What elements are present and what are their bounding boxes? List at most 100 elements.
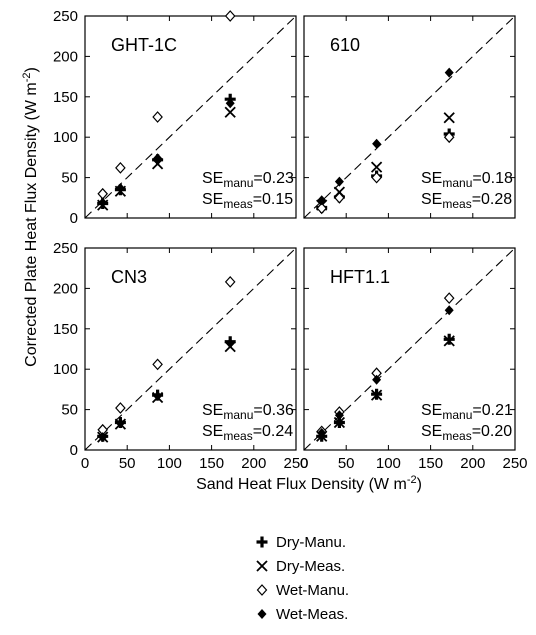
se-annotation: SEmeas=0.24: [202, 423, 293, 443]
filled-diamond-point: [334, 176, 344, 187]
legend-label: Dry-Meas.: [276, 557, 346, 575]
filled-diamond-marker-icon: [257, 609, 267, 619]
x-tick-label: 0: [81, 455, 89, 472]
cross-point: [370, 389, 383, 401]
se-annotation: SEmeas=0.20: [421, 423, 512, 443]
y-tick-label: 150: [53, 321, 78, 338]
plus-point: [443, 333, 455, 345]
x-axis-label-main: Sand Heat Flux Density (W m: [196, 476, 407, 493]
x-tick-label: 150: [418, 455, 443, 472]
plus-marker-icon: [256, 536, 268, 548]
open-diamond-point: [115, 162, 126, 174]
open-diamond-point: [443, 131, 455, 144]
se-subscript: manu: [223, 176, 253, 190]
filled-diamond-point: [444, 305, 454, 316]
se-prefix: SE: [421, 423, 442, 440]
open-diamond-marker-icon: [256, 584, 268, 596]
open-diamond-point: [371, 171, 382, 184]
se-value: =0.28: [472, 191, 513, 208]
open-diamond-point: [443, 292, 455, 304]
se-value: =0.24: [253, 423, 294, 440]
legend-item-dry-manu: Dry-Manu.: [250, 530, 450, 554]
se-subscript: manu: [223, 408, 253, 422]
x-axis-label-end: ): [417, 476, 422, 493]
x-tick-label: 250: [502, 455, 527, 472]
open-diamond-point: [115, 402, 126, 414]
open-diamond-point: [152, 111, 163, 123]
se-subscript: meas: [223, 197, 252, 211]
y-tick-label: 200: [53, 280, 78, 297]
plot-frame: [303, 15, 516, 219]
se-value: =0.20: [472, 423, 513, 440]
se-subscript: manu: [442, 408, 472, 422]
se-subscript: meas: [442, 197, 471, 211]
plot-frame: [303, 247, 516, 451]
cross-point: [333, 416, 346, 429]
se-subscript: meas: [442, 429, 471, 443]
legend-item-wet-manu: Wet-Manu.: [250, 578, 450, 602]
filled-diamond-point: [98, 432, 108, 443]
cross-marker-icon: [256, 560, 268, 572]
filled-diamond-point: [225, 338, 235, 349]
se-value: =0.36: [253, 402, 294, 419]
x-tick-label: 100: [157, 455, 182, 472]
se-annotation: SEmeas=0.15: [202, 191, 293, 211]
se-annotation: SEmeas=0.28: [421, 191, 512, 211]
chart-panel-3: 0 50 100 150 200 250050100150200250CN3SEmanu=…: [53, 240, 309, 472]
panel-title: CN3: [111, 267, 147, 287]
se-annotation: SEmanu=0.21: [421, 402, 513, 422]
y-tick-label: 50: [61, 170, 78, 187]
open-diamond-point: [316, 202, 328, 215]
cross-point: [224, 106, 236, 118]
se-prefix: SE: [202, 402, 223, 419]
panel-title: 610: [330, 35, 360, 55]
se-prefix: SE: [421, 402, 442, 419]
legend-item-wet-meas: Wet-Meas.: [250, 602, 450, 626]
filled-diamond-point: [317, 195, 327, 206]
se-prefix: SE: [202, 423, 223, 440]
filled-diamond-point: [115, 418, 125, 429]
y-tick-label: 50: [61, 402, 78, 419]
filled-diamond-point: [153, 390, 163, 401]
x-axis-label: Sand Heat Flux Density (W m-2): [196, 474, 422, 493]
y-axis-label: Corrected Plate Heat Flux Density (W m-2…: [21, 67, 40, 367]
filled-diamond-point: [225, 98, 235, 109]
open-diamond-point: [224, 276, 236, 288]
y-tick-label: 250: [53, 8, 78, 25]
se-annotation: SEmanu=0.18: [421, 170, 513, 190]
y-axis-label-main: Corrected Plate Heat Flux Density (W m: [23, 82, 40, 367]
filled-diamond-point: [115, 183, 125, 194]
se-annotation: SEmanu=0.36: [202, 402, 294, 422]
legend-label: Wet-Meas.: [276, 605, 349, 623]
y-tick-label: 100: [53, 129, 78, 146]
open-diamond-point: [334, 191, 345, 204]
filled-diamond-point: [334, 410, 344, 421]
se-value: =0.18: [472, 170, 513, 187]
se-prefix: SE: [202, 170, 223, 187]
x-tick-label: 150: [199, 455, 224, 472]
y-axis-label-end: ): [23, 67, 40, 72]
y-tick-label: 100: [53, 361, 78, 378]
cross-point: [151, 158, 164, 170]
se-prefix: SE: [421, 191, 442, 208]
one-to-one-line: [84, 247, 297, 451]
x-tick-label: 200: [460, 455, 485, 472]
filled-diamond-point: [372, 138, 382, 149]
legend-label: Wet-Manu.: [276, 581, 350, 599]
se-annotation: SEmanu=0.23: [202, 170, 294, 190]
panel-title: HFT1.1: [330, 267, 390, 287]
legend: Dry-Manu. Dry-Meas. Wet-Manu. Wet-Meas.: [250, 530, 450, 626]
filled-diamond-point: [153, 153, 163, 164]
x-axis-label-sup: -2: [407, 474, 417, 486]
cross-point: [443, 112, 455, 124]
x-tick-label: 250: [283, 455, 308, 472]
x-tick-label: 200: [241, 455, 266, 472]
y-tick-label: 0: [70, 210, 78, 227]
plot-frame: [84, 15, 297, 219]
y-tick-label: 150: [53, 89, 78, 106]
y-axis-label-sup: -2: [21, 73, 33, 83]
plot-frame: [84, 247, 297, 451]
filled-diamond-point: [98, 197, 108, 208]
x-tick-label: 50: [119, 455, 136, 472]
